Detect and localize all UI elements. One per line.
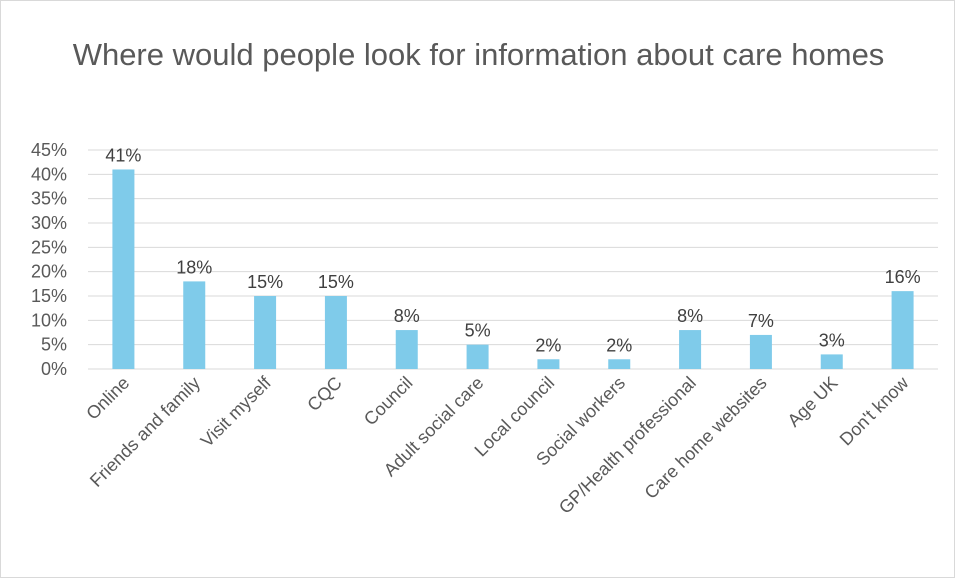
chart-title-text: Where would people look for information … xyxy=(72,37,885,72)
data-label: 5% xyxy=(465,321,491,341)
y-tick-label: 45% xyxy=(31,140,67,160)
bar xyxy=(820,354,843,369)
category-label: Care home websites xyxy=(641,373,771,503)
y-tick-label: 20% xyxy=(31,262,67,282)
data-labels: 41% 18% 15% 15% 8% 5% 2% 2% 8% 7% 3% 16% xyxy=(105,145,920,355)
data-label: 8% xyxy=(677,306,703,326)
bar xyxy=(891,291,914,369)
category-label: Age UK xyxy=(784,373,842,431)
y-tick-label: 40% xyxy=(31,164,67,184)
y-axis-ticks: 0% 5% 10% 15% 20% 25% 30% 35% 40% 45% xyxy=(31,140,67,379)
chart-title: Where would people look for information … xyxy=(1,31,955,79)
data-label: 16% xyxy=(885,267,921,287)
data-label: 18% xyxy=(176,257,212,277)
y-tick-label: 35% xyxy=(31,189,67,209)
y-tick-label: 0% xyxy=(41,359,67,379)
y-tick-label: 5% xyxy=(41,335,67,355)
category-label: Visit myself xyxy=(197,372,276,451)
data-label: 41% xyxy=(105,145,141,165)
category-label: Online xyxy=(82,373,133,424)
bar xyxy=(749,334,772,369)
data-label: 2% xyxy=(535,335,561,355)
bar xyxy=(679,330,702,369)
data-label: 7% xyxy=(748,311,774,331)
y-tick-label: 10% xyxy=(31,310,67,330)
category-label: CQC xyxy=(303,373,345,415)
category-label: Don't know xyxy=(836,372,913,449)
bar xyxy=(112,169,135,369)
bar xyxy=(254,296,277,369)
data-label: 15% xyxy=(247,272,283,292)
category-label: GP/Health professional xyxy=(555,373,700,518)
data-label: 2% xyxy=(606,335,632,355)
y-tick-label: 25% xyxy=(31,237,67,257)
data-label: 15% xyxy=(318,272,354,292)
bar xyxy=(537,359,560,369)
data-label: 3% xyxy=(819,330,845,350)
category-label: Council xyxy=(360,373,417,430)
bars xyxy=(112,169,914,369)
data-label: 8% xyxy=(394,306,420,326)
bar xyxy=(466,344,489,369)
y-tick-label: 30% xyxy=(31,213,67,233)
bar xyxy=(608,359,631,369)
y-tick-label: 15% xyxy=(31,286,67,306)
bar xyxy=(324,296,347,369)
bar xyxy=(183,281,206,369)
gridlines xyxy=(88,149,938,370)
bar xyxy=(395,330,418,369)
